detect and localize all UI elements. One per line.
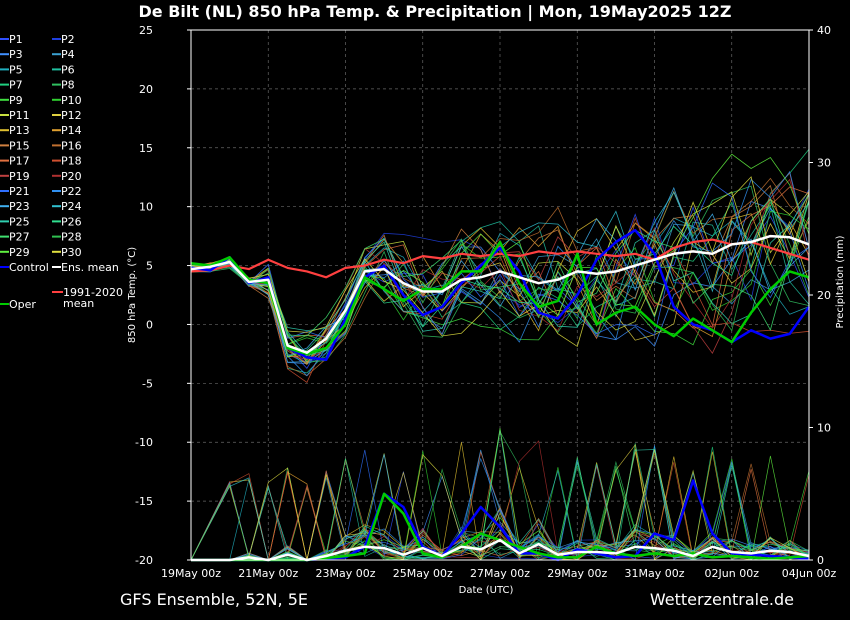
legend-label: 1991-2020 bbox=[63, 286, 123, 299]
legend-label: Control bbox=[9, 261, 49, 274]
legend-label: P30 bbox=[61, 246, 82, 259]
y-tick-label: -20 bbox=[135, 554, 153, 567]
footer-site-label: Wetterzentrale.de bbox=[650, 590, 794, 609]
legend-label: P6 bbox=[61, 63, 75, 76]
legend-label: P20 bbox=[61, 170, 82, 183]
ensemble-line-p23 bbox=[190, 186, 810, 357]
y2-tick-label: 0 bbox=[817, 554, 824, 567]
legend-label: P27 bbox=[9, 231, 30, 244]
legend-label: P16 bbox=[61, 139, 82, 152]
legend-label: P28 bbox=[61, 231, 82, 244]
legend-label: P10 bbox=[61, 94, 82, 107]
y2-axis-ticks: 0 10 20 30 40 bbox=[809, 24, 831, 567]
y-tick-label: 5 bbox=[146, 260, 153, 273]
y2-tick-label: 30 bbox=[817, 157, 831, 170]
legend-label: P15 bbox=[9, 139, 30, 152]
legend-label: mean bbox=[63, 297, 94, 310]
ensemble-line-p30 bbox=[190, 176, 810, 348]
series-line-oper-precip bbox=[191, 492, 810, 562]
legend-label: P22 bbox=[61, 185, 82, 198]
x-tick-label: 31May 00z bbox=[624, 567, 684, 580]
y-tick-label: -10 bbox=[135, 436, 153, 449]
ensemble-line-p27 bbox=[190, 199, 810, 337]
legend-label: P5 bbox=[9, 63, 23, 76]
series-line-ens-mean-precip bbox=[191, 538, 810, 562]
legend-label: P12 bbox=[61, 109, 82, 122]
y-axis-ticks: -20 -15 -10 -5 0 5 10 15 20 25 bbox=[135, 24, 191, 567]
y-tick-label: -15 bbox=[135, 495, 153, 508]
legend-label: P8 bbox=[61, 79, 75, 92]
y-axis-label: 850 hPa Temp. (°C) bbox=[127, 247, 138, 343]
y-tick-label: 25 bbox=[139, 24, 153, 37]
x-tick-label: 02Jun 00z bbox=[705, 567, 760, 580]
ensemble-line-p16 bbox=[190, 177, 810, 377]
ensemble-line-p14 bbox=[190, 192, 810, 366]
ensemble-line-p21 bbox=[190, 182, 810, 339]
x-tick-label: 04Jun 00z bbox=[782, 567, 837, 580]
legend-label: P13 bbox=[9, 124, 30, 137]
x-tick-label: 29May 00z bbox=[547, 567, 607, 580]
y2-tick-label: 10 bbox=[817, 422, 831, 435]
x-tick-label: 19May 00z bbox=[161, 567, 221, 580]
y2-tick-label: 40 bbox=[817, 24, 831, 37]
legend-label: P9 bbox=[9, 94, 23, 107]
legend-label: P29 bbox=[9, 246, 30, 259]
y-tick-label: 20 bbox=[139, 83, 153, 96]
legend-label: P7 bbox=[9, 79, 23, 92]
legend-label: Ens. mean bbox=[61, 261, 119, 274]
x-tick-label: 21May 00z bbox=[238, 567, 298, 580]
x-tick-label: 27May 00z bbox=[470, 567, 530, 580]
ensemble-line-p9 bbox=[190, 216, 810, 346]
y-tick-label: 0 bbox=[146, 318, 153, 331]
legend-label: P19 bbox=[9, 170, 30, 183]
legend-label: P3 bbox=[9, 48, 23, 61]
y2-axis-label: Precipitation (mm) bbox=[835, 235, 846, 328]
x-tick-label: 23May 00z bbox=[315, 567, 375, 580]
x-axis-label: Date (UTC) bbox=[459, 585, 514, 596]
ensemble-line-p22 bbox=[190, 170, 810, 377]
y-tick-label: -5 bbox=[142, 377, 153, 390]
series-line-oper bbox=[190, 240, 810, 356]
chart-title: De Bilt (NL) 850 hPa Temp. & Precipitati… bbox=[139, 2, 732, 22]
legend-label: P21 bbox=[9, 185, 30, 198]
ensemble-line-p25 bbox=[190, 194, 810, 332]
footer-model-label: GFS Ensemble, 52N, 5E bbox=[120, 590, 308, 609]
legend-label: P11 bbox=[9, 109, 30, 122]
legend-label: P17 bbox=[9, 155, 30, 168]
y-tick-label: 15 bbox=[139, 142, 153, 155]
legend-label: P25 bbox=[9, 215, 30, 228]
series-line-1991-2020-mean bbox=[190, 238, 810, 279]
ensemble-precip-p30 bbox=[191, 449, 810, 561]
legend-label: P24 bbox=[61, 200, 82, 213]
ensemble-line-p18 bbox=[190, 216, 810, 384]
series-line-ens-mean bbox=[190, 234, 810, 354]
y2-tick-label: 20 bbox=[817, 289, 831, 302]
legend-label: P1 bbox=[9, 33, 23, 46]
grid bbox=[190, 29, 810, 561]
legend-label: P23 bbox=[9, 200, 30, 213]
legend-label: P18 bbox=[61, 155, 82, 168]
ensemble-line-p29 bbox=[190, 153, 810, 358]
legend-label: P2 bbox=[61, 33, 75, 46]
y-tick-label: 10 bbox=[139, 201, 153, 214]
legend-label: P26 bbox=[61, 215, 82, 228]
legend: P1 P2 P3 P4 P5 P6 P7 P8 P9 P10 P11 P12 P13 P14 P15 P16 P… bbox=[0, 33, 123, 311]
x-tick-label: 25May 00z bbox=[393, 567, 453, 580]
highlighted-series bbox=[190, 228, 811, 562]
legend-label: Oper bbox=[9, 298, 36, 311]
legend-label: P14 bbox=[61, 124, 82, 137]
legend-label: P4 bbox=[61, 48, 75, 61]
x-axis-ticks: 19May 00z 21May 00z 23May 00z 25May 00z 27Ma… bbox=[161, 567, 836, 580]
ensemble-line-p28 bbox=[190, 201, 810, 362]
